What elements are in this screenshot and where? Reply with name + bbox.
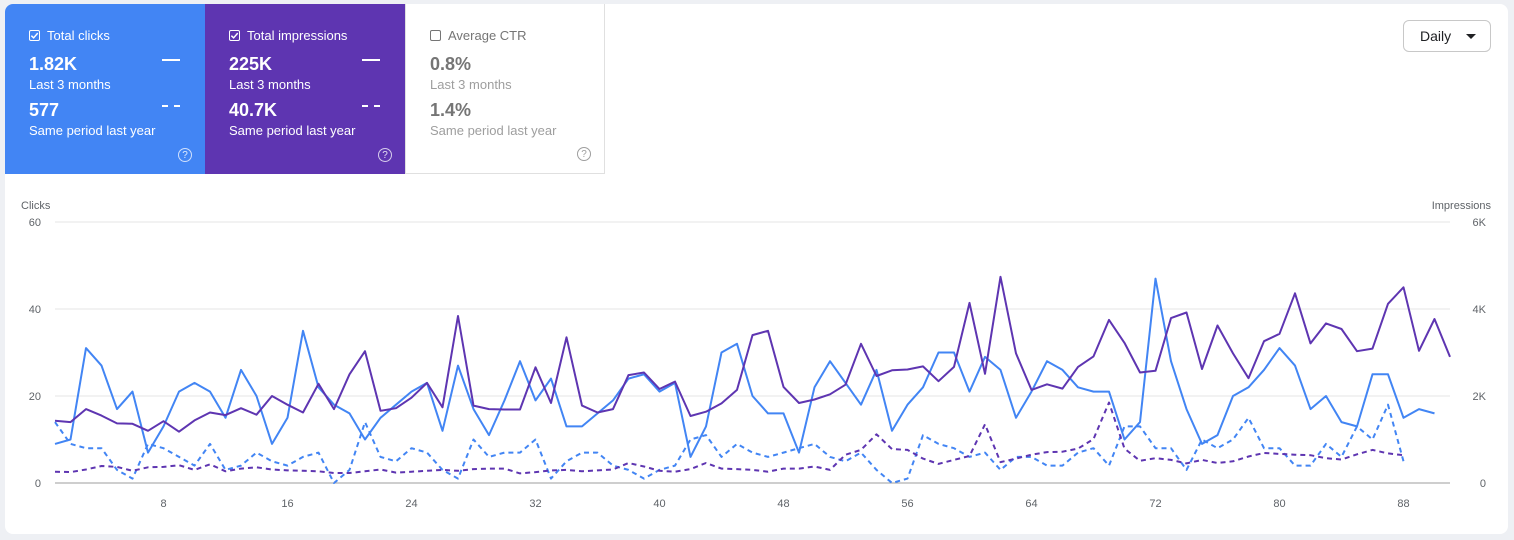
- left-axis-tick-label: 60: [29, 217, 41, 229]
- help-icon[interactable]: ?: [178, 148, 192, 162]
- average-ctr-card[interactable]: Average CTR 0.8% Last 3 months 1.4% Same…: [405, 4, 605, 174]
- grid: [55, 221, 1450, 484]
- x-axis-tick-label: 40: [653, 498, 665, 510]
- card-header: Total impressions: [229, 28, 347, 43]
- left-axis-tick-label: 20: [29, 391, 41, 403]
- clicks-previous-value: 577: [29, 100, 60, 120]
- left-axis-tick-label: 0: [35, 478, 41, 490]
- x-axis-tick-label: 16: [281, 498, 293, 510]
- card-header: Total clicks: [29, 28, 110, 43]
- left-axis-title: Clicks: [21, 200, 51, 212]
- x-axis-tick-label: 72: [1149, 498, 1161, 510]
- dashed-line-legend-icon: [362, 105, 380, 107]
- granularity-selected: Daily: [1420, 28, 1452, 44]
- ctr-previous-label: Same period last year: [430, 123, 557, 138]
- checkbox-unchecked-icon[interactable]: [430, 30, 441, 41]
- clicks-previous-label: Same period last year: [29, 123, 156, 138]
- impressions-previous-label: Same period last year: [229, 123, 356, 138]
- help-icon[interactable]: ?: [577, 147, 591, 161]
- impressions-current-value: 225K: [229, 54, 273, 74]
- ctr-current-label: Last 3 months: [430, 77, 512, 92]
- x-axis-tick-label: 64: [1025, 498, 1037, 510]
- help-icon[interactable]: ?: [378, 148, 392, 162]
- x-axis-tick-label: 24: [405, 498, 417, 510]
- right-axis-title: Impressions: [1432, 200, 1492, 212]
- checkbox-checked-icon[interactable]: [229, 30, 240, 41]
- card-header: Average CTR: [430, 28, 527, 43]
- clicks-dashed-series-line: [54, 403, 1405, 484]
- performance-panel: Total clicks 1.82K Last 3 months 577 Sam…: [5, 4, 1508, 534]
- dashed-line-legend-icon: [162, 105, 180, 107]
- checkbox-checked-icon[interactable]: [29, 30, 40, 41]
- x-axis-tick-label: 88: [1397, 498, 1409, 510]
- right-axis-tick-label: 6K: [1473, 217, 1487, 229]
- total-impressions-card[interactable]: Total impressions 225K Last 3 months 40.…: [205, 4, 405, 174]
- clicks-current-label: Last 3 months: [29, 77, 111, 92]
- right-axis-tick-label: 2K: [1473, 391, 1487, 403]
- impressions-solid-series-line: [54, 275, 1451, 433]
- solid-line-legend-icon: [162, 59, 180, 61]
- series-lines: [54, 275, 1451, 484]
- axis-ticks: 0 0 20 2K 40 4K 60 6K 8 16 24 32 40 48 56 64 72 80 88: [29, 217, 1487, 510]
- impressions-previous-value: 40.7K: [229, 100, 278, 120]
- x-axis-tick-label: 8: [160, 498, 166, 510]
- x-axis-tick-label: 32: [529, 498, 541, 510]
- clicks-current-value: 1.82K: [29, 54, 78, 74]
- right-axis-tick-label: 0: [1480, 478, 1486, 490]
- granularity-dropdown[interactable]: Daily: [1403, 20, 1491, 52]
- total-clicks-card[interactable]: Total clicks 1.82K Last 3 months 577 Sam…: [5, 4, 205, 174]
- ctr-current-value: 0.8%: [430, 54, 472, 74]
- card-title: Total clicks: [47, 28, 110, 43]
- performance-chart: Clicks Impressions 0 0 20 2K 40 4K 60 6K 8 16 24 32…: [21, 200, 1492, 510]
- impressions-dashed-series-line: [54, 401, 1404, 475]
- card-title: Average CTR: [448, 28, 527, 43]
- card-title: Total impressions: [247, 28, 348, 43]
- x-axis-tick-label: 48: [777, 498, 789, 510]
- ctr-previous-value: 1.4%: [430, 100, 472, 120]
- x-axis-tick-label: 56: [901, 498, 913, 510]
- right-axis-tick-label: 4K: [1473, 304, 1487, 316]
- impressions-current-label: Last 3 months: [229, 77, 311, 92]
- caret-down-icon: [1466, 34, 1476, 39]
- clicks-solid-series-line: [54, 277, 1435, 458]
- x-axis-tick-label: 80: [1273, 498, 1285, 510]
- solid-line-legend-icon: [362, 59, 380, 61]
- left-axis-tick-label: 40: [29, 304, 41, 316]
